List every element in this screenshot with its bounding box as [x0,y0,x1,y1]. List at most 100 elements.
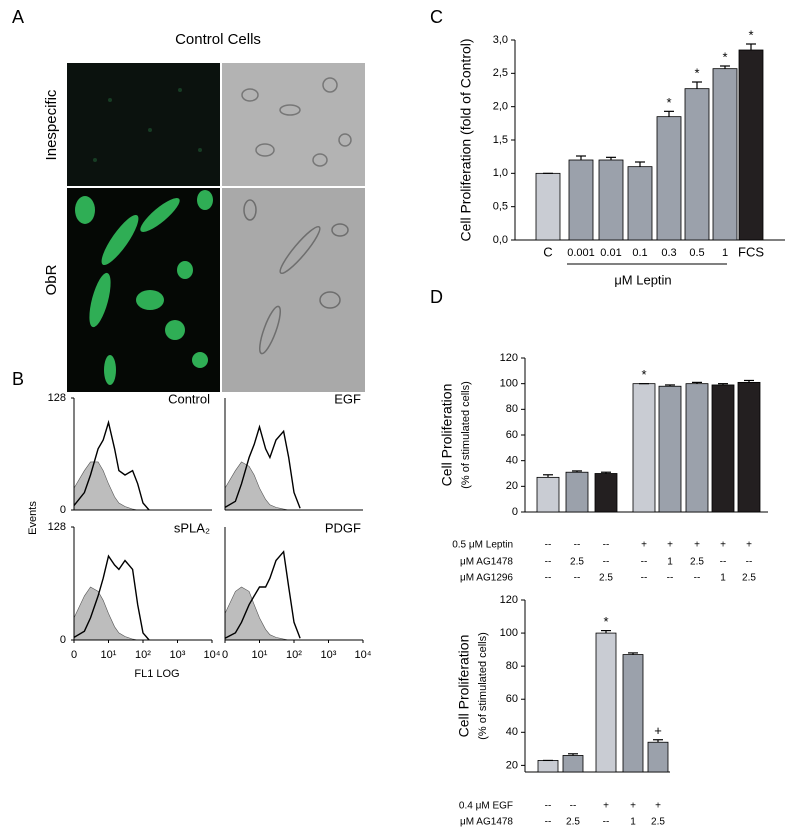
bar [622,654,644,773]
condition-value: + [655,801,661,812]
condition-value: 2.5 [651,817,665,828]
x-tick-label: 1 [722,247,728,259]
condition-value: + [667,540,673,551]
x-tick-label: 0.01 [600,247,621,259]
y-tick-label: 60 [506,693,518,705]
dic-cells [241,77,352,167]
y-tick-label: 120 [500,352,518,364]
y-tick-label: 1,0 [493,167,508,179]
condition-value: + [720,540,726,551]
condition-value: -- [641,557,648,568]
bar [627,166,653,241]
condition-value: -- [545,801,552,812]
condition-value: -- [574,573,581,584]
bar [738,49,764,241]
significance-marker: * [694,65,699,80]
condition-label: 0.5 μM Leptin [452,540,513,551]
chart-title: EGF [334,391,361,406]
bar [565,471,589,513]
condition-label: μM AG1296 [460,573,513,584]
micrograph-grid [67,63,365,392]
condition-value: -- [694,573,701,584]
bar [712,68,738,241]
x-tick-label: 10³ [170,649,186,661]
y-tick-label: 0,5 [493,201,508,213]
significance-marker: + [654,723,662,738]
line [73,554,150,641]
bar [685,383,709,513]
condition-value: 2.5 [570,557,584,568]
micrograph [222,188,365,392]
bar [535,172,561,241]
y-tick-label: 60 [506,429,518,441]
condition-value: -- [545,817,552,828]
chart-title: Control [168,391,210,406]
condition-value: + [603,801,609,812]
significance-marker: * [641,367,646,382]
y-tick-label: 0,0 [493,234,508,246]
faint-cells [93,88,202,162]
condition-value: -- [574,540,581,551]
condition-value: + [746,540,752,551]
condition-value: 2.5 [599,573,613,584]
y-axis-label: Cell Proliferation (fold of Control) [458,38,474,241]
condition-value: -- [570,801,577,812]
x-tick-label: 10¹ [101,649,117,661]
bar [658,385,682,513]
panel-label: D [430,287,443,307]
condition-label: μM AG1478 [460,557,513,568]
x-tick-label: FCS [738,244,764,259]
bar [594,473,618,513]
condition-value: -- [603,540,610,551]
y-tick-label: 1,5 [493,134,508,146]
y-tick-label: 100 [500,627,518,639]
condition-value: + [630,801,636,812]
condition-label: μM AG1478 [460,817,513,828]
x-tick-label: C [543,244,552,259]
bar [632,383,656,513]
bar [598,159,624,241]
significance-marker: * [722,49,727,64]
condition-value: -- [720,557,727,568]
y-tick-label: 40 [506,726,518,738]
condition-value: -- [641,573,648,584]
y-tick-label: 80 [506,660,518,672]
x-tick-label: 0.5 [689,247,704,259]
condition-value: -- [545,557,552,568]
condition-value: -- [603,557,610,568]
condition-value: 2.5 [742,573,756,584]
x-tick-label: 0 [222,649,228,661]
y-axis-label: Events [27,501,39,535]
bar [711,384,735,513]
condition-value: -- [545,573,552,584]
y-tick-label: 3,0 [493,34,508,46]
condition-value: -- [667,573,674,584]
x-tick-label: 0 [71,649,77,661]
row-label: Inespecific [43,89,60,160]
x-tick-label: 10⁴ [204,649,221,661]
condition-value: 1 [720,573,726,584]
x-tick-label: 10² [286,649,302,661]
panel-label: B [12,369,24,389]
y-tick-label: 100 [500,378,518,390]
x-tick-label: 10¹ [252,649,268,661]
y-tick-label: 40 [506,455,518,467]
x-tick-label: 10⁴ [355,649,372,661]
condition-value: -- [746,557,753,568]
bar [537,760,559,773]
significance-marker: * [666,95,671,110]
y-axis-sublabel: (% of stimulated cells) [477,632,489,740]
condition-value: -- [545,540,552,551]
bar [595,632,617,773]
bar [562,755,584,773]
x-tick-label: 0.1 [632,247,647,259]
significance-marker: * [603,614,608,629]
condition-value: + [694,540,700,551]
y-tick-label: 2,0 [493,101,508,113]
y-tick-label: 128 [48,521,66,533]
y-tick-label: 20 [506,759,518,771]
x-tick-label: 0.3 [661,247,676,259]
condition-value: 2.5 [566,817,580,828]
significance-marker: * [748,27,753,42]
